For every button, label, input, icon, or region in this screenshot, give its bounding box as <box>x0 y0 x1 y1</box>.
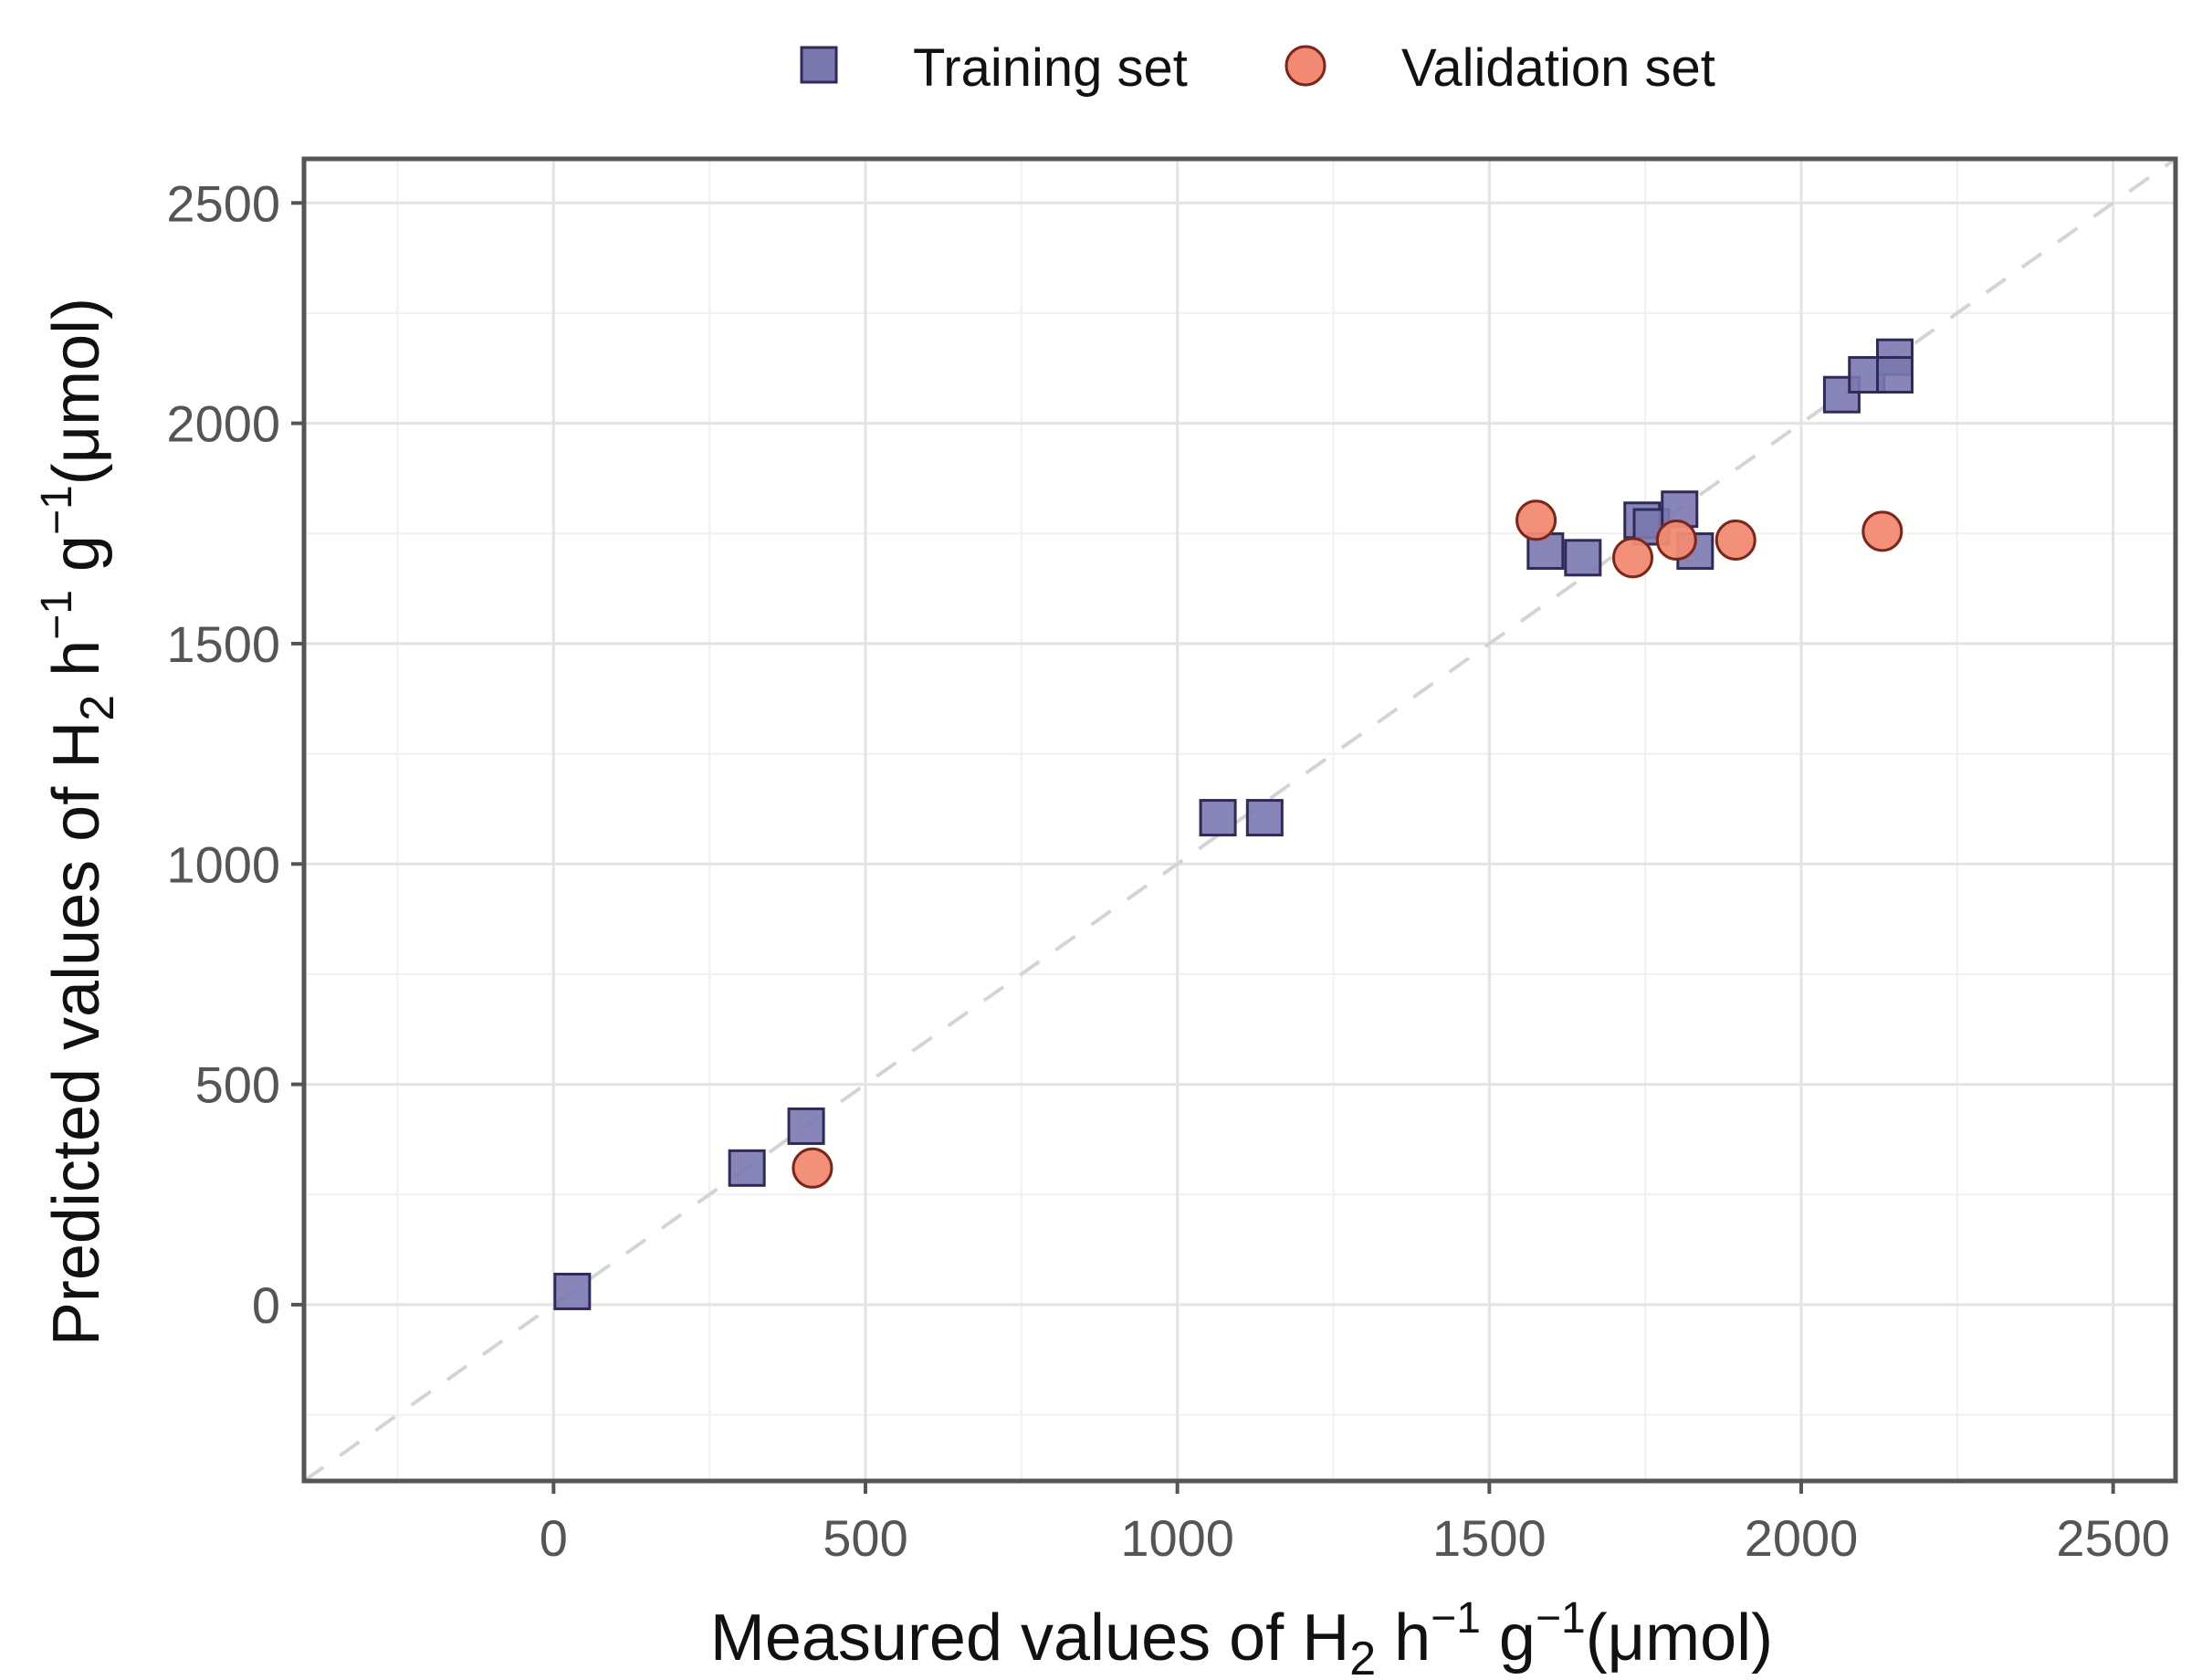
x-tick-label: 0 <box>540 1509 568 1567</box>
legend-label-validation: Validation set <box>1401 38 1715 98</box>
training-point <box>787 1107 825 1145</box>
training-point <box>1564 539 1602 577</box>
y-axis-ticks: 0 500 1000 1500 2000 2500 <box>166 174 304 1334</box>
validation-point <box>792 1147 834 1189</box>
legend: Training set Validation set <box>800 38 1715 98</box>
validation-point <box>1612 537 1653 579</box>
validation-point <box>1714 520 1756 562</box>
x-tick-label: 2500 <box>2056 1509 2170 1567</box>
y-axis-title: Predicted values of H2 h−1 g−1(μmol) <box>33 298 124 1346</box>
y-tick-label: 2000 <box>166 395 280 453</box>
y-tick-label: 2500 <box>166 174 280 232</box>
x-axis-title: Measured values of H2 h−1 g−1(μmol) <box>710 1594 1773 1680</box>
reference-line-y-equals-x <box>302 157 2177 1483</box>
validation-point <box>1515 499 1557 541</box>
panel-border <box>301 156 2178 1484</box>
training-point <box>728 1149 766 1187</box>
x-tick-label: 1500 <box>1432 1509 1547 1567</box>
validation-point <box>1655 520 1697 562</box>
training-point <box>1245 799 1284 837</box>
plot-panel <box>301 156 2178 1484</box>
series-training <box>553 338 1914 1310</box>
y-tick-label: 500 <box>195 1056 280 1114</box>
training-point <box>1876 356 1914 394</box>
legend-label-training: Training set <box>913 38 1188 98</box>
legend-key-training <box>800 46 838 84</box>
legend-key-validation <box>1284 45 1326 87</box>
x-tick-label: 2000 <box>1745 1509 1859 1567</box>
x-tick-label: 500 <box>823 1509 907 1567</box>
training-point <box>553 1272 592 1310</box>
validation-point <box>1861 510 1903 552</box>
y-tick-label: 1000 <box>166 835 280 893</box>
y-tick-label: 0 <box>252 1276 280 1334</box>
series-validation <box>792 499 1903 1189</box>
x-axis-ticks: 0 500 1000 1500 2000 2500 <box>540 1481 2170 1567</box>
grid-major <box>304 159 2176 1481</box>
x-tick-label: 1000 <box>1120 1509 1234 1567</box>
y-tick-label: 1500 <box>166 615 280 673</box>
training-point <box>1199 799 1237 837</box>
